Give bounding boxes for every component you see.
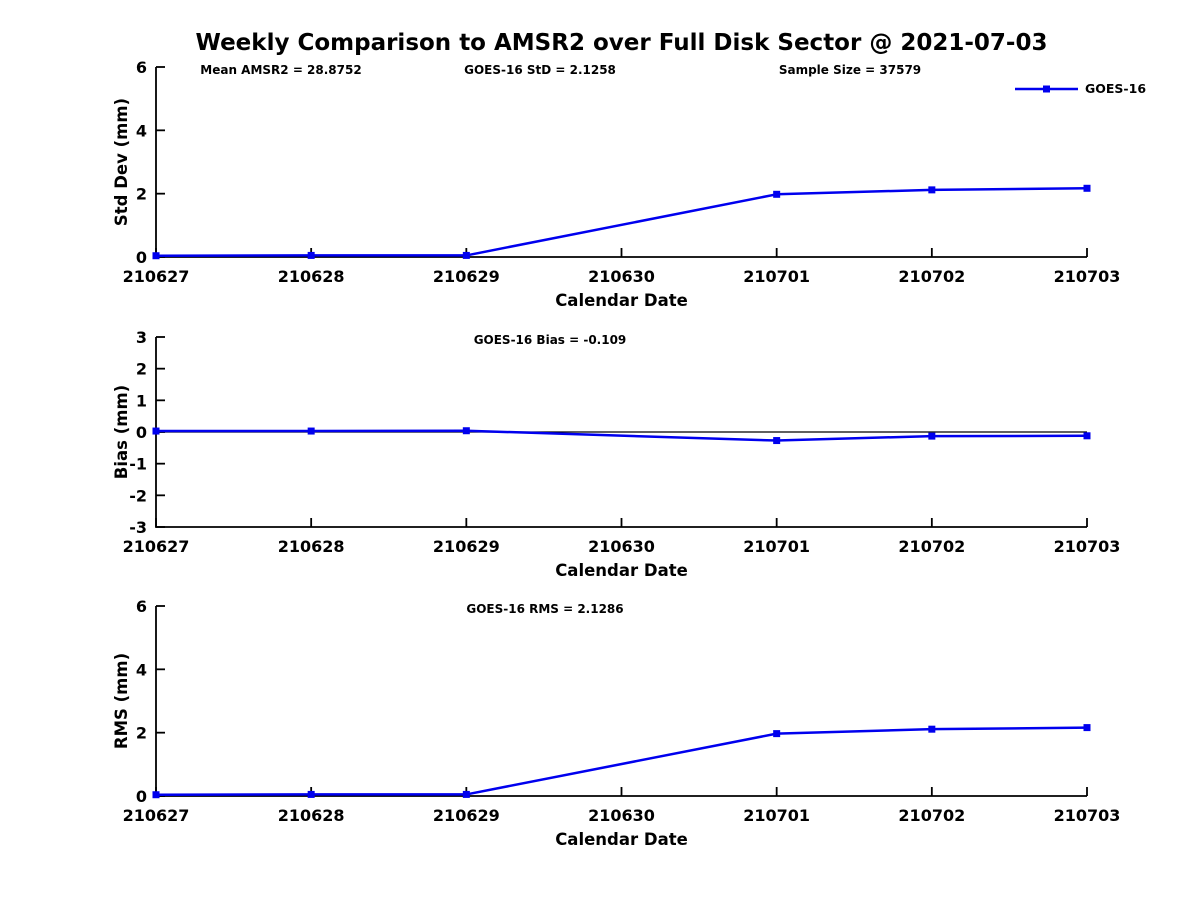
annotation-text: GOES-16 Bias = -0.109 (474, 333, 627, 347)
y-tick-label: 2 (136, 724, 147, 743)
y-axis-title: Bias (mm) (112, 385, 131, 479)
x-tick-label: 210630 (588, 806, 655, 825)
x-tick-label: 210628 (278, 267, 345, 286)
annotation-text: Sample Size = 37579 (779, 63, 921, 77)
x-tick-label: 210702 (898, 537, 965, 556)
x-tick-label: 210701 (743, 267, 810, 286)
y-tick-label: 2 (136, 360, 147, 379)
series-line (155, 187, 1088, 257)
x-tick-label: 210629 (433, 537, 500, 556)
y-tick-label: 4 (136, 660, 147, 679)
x-tick-label: 210629 (433, 806, 500, 825)
y-tick-label: -2 (129, 486, 147, 505)
x-tick-label: 210701 (743, 537, 810, 556)
x-tick-label: 210702 (898, 806, 965, 825)
series-line (156, 429, 1088, 442)
data-point-marker (307, 427, 315, 435)
x-tick-label: 210703 (1054, 267, 1121, 286)
x-tick-label: 210628 (278, 806, 345, 825)
axes-spines (155, 606, 1087, 797)
x-tick-label: 210627 (123, 806, 190, 825)
data-point-marker (152, 791, 160, 799)
y-tick-label: 2 (136, 185, 147, 204)
data-point-marker (1083, 432, 1091, 440)
annotation-text: Mean AMSR2 = 28.8752 (200, 63, 361, 77)
data-point-marker (1083, 184, 1091, 192)
y-tick-label: -3 (129, 518, 147, 537)
figure-title: Weekly Comparison to AMSR2 over Full Dis… (195, 30, 1048, 56)
x-axis-title: Calendar Date (555, 291, 688, 310)
rms-chart: GOES-16 RMS = 2.1286 0 2 4 6 210627 210628 2106… (112, 597, 1121, 849)
y-tick-label: 0 (136, 787, 147, 806)
y-tick-label: 0 (136, 423, 147, 442)
x-axis-title: Calendar Date (555, 830, 688, 849)
data-point-marker (152, 252, 160, 260)
x-tick-label: 210628 (278, 537, 345, 556)
data-point-marker (773, 190, 781, 198)
data-point-marker (928, 432, 936, 440)
data-point-marker (152, 427, 160, 435)
data-point-marker (462, 427, 470, 435)
x-tick-label: 210630 (588, 267, 655, 286)
y-tick-label: 0 (136, 248, 147, 267)
annotation-text: GOES-16 RMS = 2.1286 (466, 602, 623, 616)
data-point-marker (928, 725, 936, 733)
x-tick-label: 210627 (123, 537, 190, 556)
y-tick-label: 1 (136, 391, 147, 410)
data-point-marker (773, 730, 781, 738)
data-point-marker (1083, 724, 1091, 732)
y-tick-label: 6 (136, 597, 147, 616)
y-axis-title: Std Dev (mm) (112, 98, 131, 226)
x-axis-title: Calendar Date (555, 561, 688, 580)
x-tick-label: 210702 (898, 267, 965, 286)
data-point-marker (307, 790, 315, 798)
data-point-marker (462, 251, 470, 259)
y-tick-label: 3 (136, 328, 147, 347)
axes-spines (155, 67, 1087, 258)
x-tick-label: 210627 (123, 267, 190, 286)
data-point-marker (462, 790, 470, 798)
data-point-marker (928, 186, 936, 194)
std-dev-chart: Mean AMSR2 = 28.8752 GOES-16 StD = 2.1258… (112, 58, 1146, 310)
series-line (155, 726, 1088, 796)
data-point-marker (773, 437, 781, 445)
legend-marker (1043, 85, 1050, 93)
x-tick-label: 210703 (1054, 537, 1121, 556)
y-axis-title: RMS (mm) (112, 653, 131, 749)
data-point-marker (307, 251, 315, 259)
x-tick-label: 210629 (433, 267, 500, 286)
y-tick-label: 4 (136, 121, 147, 140)
annotation-text: GOES-16 StD = 2.1258 (464, 63, 616, 77)
x-tick-label: 210630 (588, 537, 655, 556)
y-tick-label: 6 (136, 58, 147, 77)
x-tick-label: 210703 (1054, 806, 1121, 825)
legend-label: GOES-16 (1085, 81, 1146, 96)
y-tick-label: -1 (129, 455, 147, 474)
x-tick-label: 210701 (743, 806, 810, 825)
